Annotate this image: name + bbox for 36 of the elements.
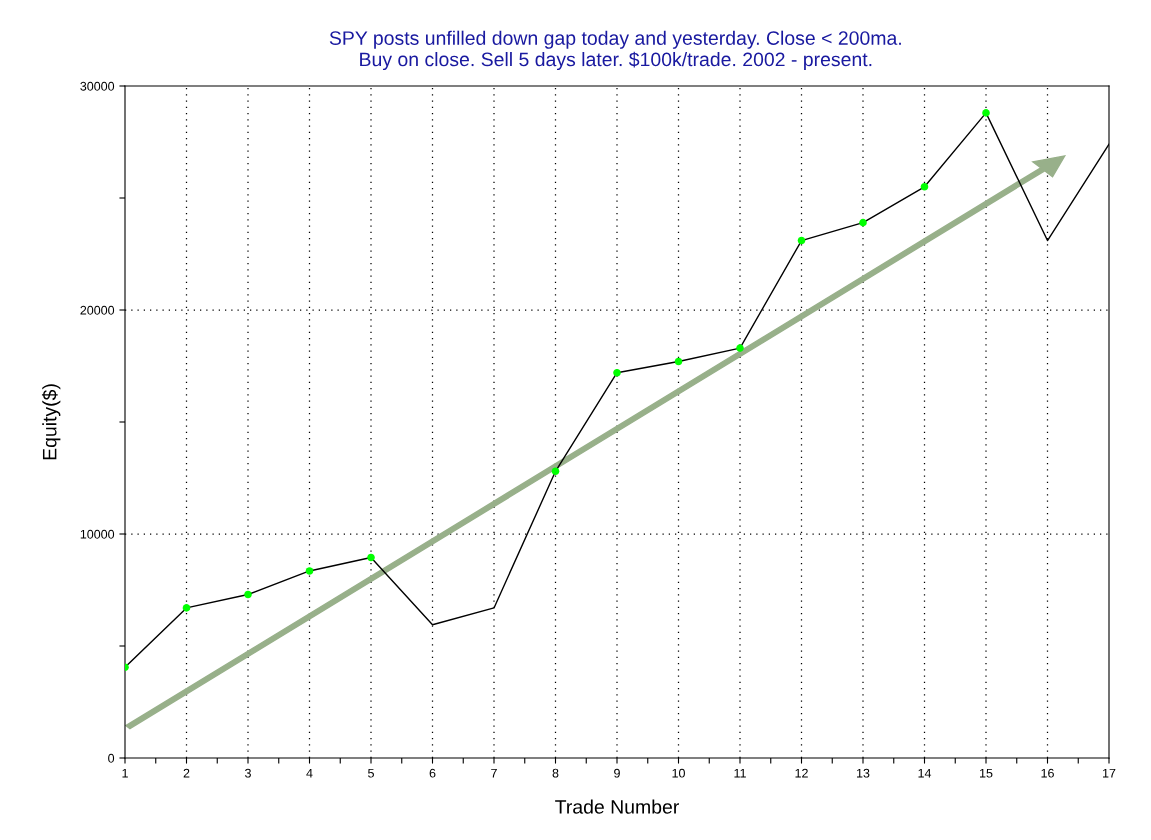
x-tick-label: 2 [183, 768, 190, 778]
y-tick-label: 20000 [80, 305, 115, 315]
point [736, 344, 744, 352]
point [367, 553, 375, 562]
x-tick-label: 11 [734, 768, 746, 778]
y-axis-title: Equity($) [41, 384, 61, 460]
x-tick-label: 12 [795, 768, 808, 778]
point [613, 368, 621, 377]
x-tick-label: 5 [368, 768, 374, 778]
chart-title: SPY posts unfilled down gap today and yesterday. Close < 200ma. Buy on close. Sell 5 days later. $100k/trade. 2002 - present. [329, 30, 901, 71]
x-tick-label: 1 [122, 768, 128, 778]
point [859, 218, 867, 227]
x-tick-label: 6 [429, 768, 436, 778]
x-tick-label: 13 [857, 768, 870, 778]
x-tick-label: 9 [614, 768, 620, 778]
point [551, 467, 560, 476]
x-tick-label: 3 [245, 768, 251, 778]
y-tick-label: 10000 [80, 529, 115, 539]
point [674, 357, 683, 366]
point [982, 109, 990, 117]
x-tick-label: 10 [672, 768, 685, 778]
x-axis-title: Trade Number [555, 799, 679, 814]
y-tick-label: 30000 [80, 81, 115, 91]
x-tick-label: 8 [552, 768, 559, 778]
x-tick-label: 4 [306, 768, 313, 778]
point [305, 567, 314, 575]
point [920, 183, 929, 191]
y-tick-label: 0 [108, 753, 115, 763]
x-tick-label: 7 [491, 768, 497, 778]
point [182, 604, 191, 612]
point [797, 236, 806, 245]
x-tick-label: 14 [918, 768, 932, 778]
point [244, 590, 252, 599]
x-tick-label: 16 [1041, 768, 1054, 778]
x-tick-label: 17 [1103, 768, 1116, 778]
x-tick-label: 15 [980, 768, 993, 778]
